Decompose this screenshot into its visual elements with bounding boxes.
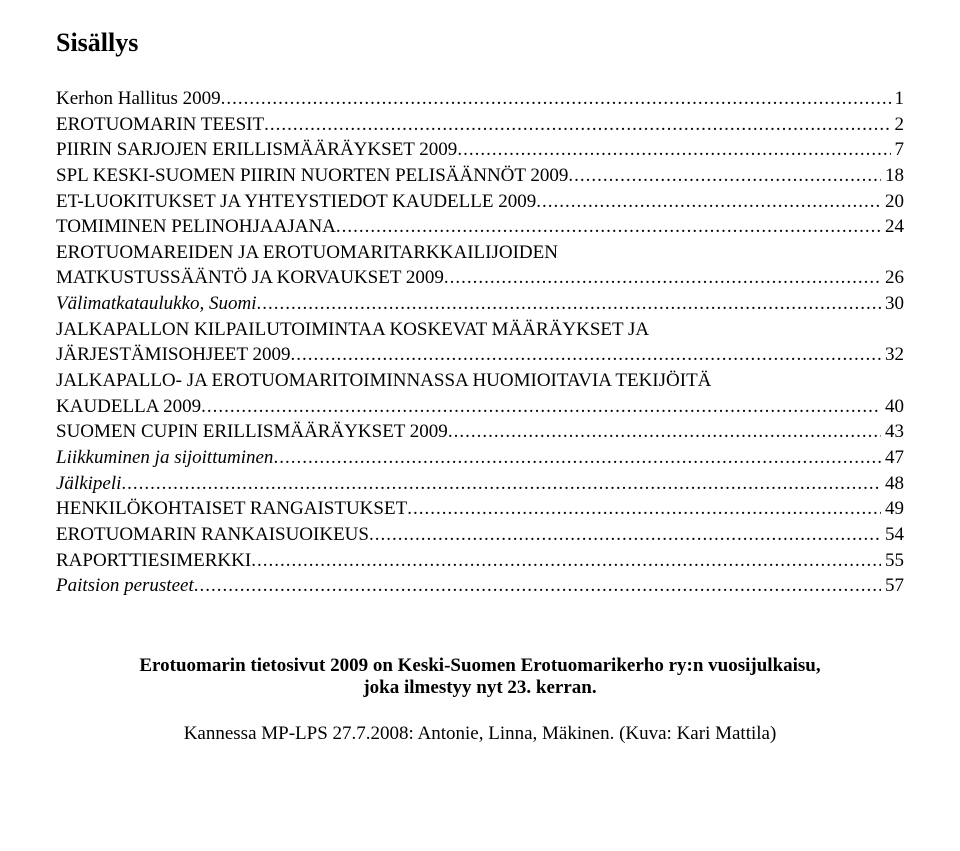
toc-leader-dots bbox=[369, 522, 881, 548]
toc-label: EROTUOMARIN TEESIT bbox=[56, 112, 264, 138]
toc-label: SPL KESKI-SUOMEN PIIRIN NUORTEN PELISÄÄN… bbox=[56, 163, 568, 189]
toc-page-number: 49 bbox=[881, 496, 904, 522]
toc-entry: HENKILÖKOHTAISET RANGAISTUKSET 49 bbox=[56, 496, 904, 522]
toc-leader-dots bbox=[568, 163, 881, 189]
toc-page-number: 43 bbox=[881, 419, 904, 445]
toc-entry: Paitsion perusteet 57 bbox=[56, 573, 904, 599]
toc-entry: Kerhon Hallitus 2009 1 bbox=[56, 86, 904, 112]
toc-leader-dots bbox=[444, 265, 881, 291]
toc-entry: PIIRIN SARJOJEN ERILLISMÄÄRÄYKSET 2009 7 bbox=[56, 137, 904, 163]
toc-entry: Jälkipeli 48 bbox=[56, 471, 904, 497]
toc-page-number: 1 bbox=[891, 86, 905, 112]
toc-label: SUOMEN CUPIN ERILLISMÄÄRÄYKSET 2009 bbox=[56, 419, 448, 445]
toc-leader-dots bbox=[221, 86, 891, 112]
spacer bbox=[56, 599, 904, 655]
page-title: Sisällys bbox=[56, 28, 904, 58]
toc-leader-dots bbox=[194, 573, 881, 599]
toc-page-number: 40 bbox=[881, 394, 904, 420]
toc-page-number: 24 bbox=[881, 214, 904, 240]
toc-entry: ET-LUOKITUKSET JA YHTEYSTIEDOT KAUDELLE … bbox=[56, 189, 904, 215]
toc-leader-dots bbox=[273, 445, 881, 471]
toc-entry: SPL KESKI-SUOMEN PIIRIN NUORTEN PELISÄÄN… bbox=[56, 163, 904, 189]
toc-leader-dots bbox=[536, 189, 881, 215]
toc-label: MATKUSTUSSÄÄNTÖ JA KORVAUKSET 2009 bbox=[56, 265, 444, 291]
footer-caption: Kannessa MP-LPS 27.7.2008: Antonie, Linn… bbox=[56, 723, 904, 745]
toc-page-number: 47 bbox=[881, 445, 904, 471]
toc-entry: Liikkuminen ja sijoittuminen 47 bbox=[56, 445, 904, 471]
toc-label: JÄRJESTÄMISOHJEET 2009 bbox=[56, 342, 291, 368]
footer-bold-line: Erotuomarin tietosivut 2009 on Keski-Suo… bbox=[56, 655, 904, 677]
toc-entry: EROTUOMARIN RANKAISUOIKEUS 54 bbox=[56, 522, 904, 548]
toc-label: Paitsion perusteet bbox=[56, 573, 194, 599]
toc-leader-dots bbox=[201, 394, 881, 420]
toc-entry: TOMIMINEN PELINOHJAAJANA 24 bbox=[56, 214, 904, 240]
toc-leader-dots bbox=[448, 419, 881, 445]
toc-label: PIIRIN SARJOJEN ERILLISMÄÄRÄYKSET 2009 bbox=[56, 137, 457, 163]
toc-label: HENKILÖKOHTAISET RANGAISTUKSET bbox=[56, 496, 407, 522]
toc-page-number: 57 bbox=[881, 573, 904, 599]
toc-page-number: 20 bbox=[881, 189, 904, 215]
toc-page-number: 32 bbox=[881, 342, 904, 368]
toc-label: RAPORTTIESIMERKKI bbox=[56, 548, 251, 574]
toc-page-number: 48 bbox=[881, 471, 904, 497]
toc-leader-dots bbox=[291, 342, 881, 368]
toc-label: Kerhon Hallitus 2009 bbox=[56, 86, 221, 112]
toc-entry: SUOMEN CUPIN ERILLISMÄÄRÄYKSET 2009 43 bbox=[56, 419, 904, 445]
toc-entry: EROTUOMARIN TEESIT 2 bbox=[56, 112, 904, 138]
toc-page-number: 18 bbox=[881, 163, 904, 189]
toc-label: TOMIMINEN PELINOHJAAJANA bbox=[56, 214, 336, 240]
toc-label: KAUDELLA 2009 bbox=[56, 394, 201, 420]
toc-page-number: 30 bbox=[881, 291, 904, 317]
toc-entry: KAUDELLA 2009 40 bbox=[56, 394, 904, 420]
toc-entry: JÄRJESTÄMISOHJEET 2009 32 bbox=[56, 342, 904, 368]
toc-leader-dots bbox=[457, 137, 890, 163]
toc-entry: RAPORTTIESIMERKKI 55 bbox=[56, 548, 904, 574]
toc-label: Liikkuminen ja sijoittuminen bbox=[56, 445, 273, 471]
toc-entry: JALKAPALLON KILPAILUTOIMINTAA KOSKEVAT M… bbox=[56, 317, 904, 343]
toc-label: JALKAPALLO- JA EROTUOMARITOIMINNASSA HUO… bbox=[56, 368, 711, 394]
toc-label: EROTUOMARIN RANKAISUOIKEUS bbox=[56, 522, 369, 548]
toc-page-number: 26 bbox=[881, 265, 904, 291]
toc-leader-dots bbox=[336, 214, 881, 240]
toc-label: EROTUOMAREIDEN JA EROTUOMARITARKKAILIJOI… bbox=[56, 240, 558, 266]
toc-leader-dots bbox=[251, 548, 881, 574]
toc-entry: Välimatkataulukko, Suomi 30 bbox=[56, 291, 904, 317]
toc-page-number: 2 bbox=[891, 112, 905, 138]
toc-leader-dots bbox=[121, 471, 881, 497]
toc-label: ET-LUOKITUKSET JA YHTEYSTIEDOT KAUDELLE … bbox=[56, 189, 536, 215]
table-of-contents: Kerhon Hallitus 2009 1EROTUOMARIN TEESIT… bbox=[56, 86, 904, 599]
footer-block: Erotuomarin tietosivut 2009 on Keski-Suo… bbox=[56, 655, 904, 745]
toc-label: Jälkipeli bbox=[56, 471, 121, 497]
toc-leader-dots bbox=[257, 291, 881, 317]
toc-label: JALKAPALLON KILPAILUTOIMINTAA KOSKEVAT M… bbox=[56, 317, 649, 343]
toc-page-number: 55 bbox=[881, 548, 904, 574]
toc-page-number: 54 bbox=[881, 522, 904, 548]
toc-page-number: 7 bbox=[891, 137, 905, 163]
toc-label: Välimatkataulukko, Suomi bbox=[56, 291, 257, 317]
toc-leader-dots bbox=[264, 112, 890, 138]
toc-entry: JALKAPALLO- JA EROTUOMARITOIMINNASSA HUO… bbox=[56, 368, 904, 394]
footer-bold-line: joka ilmestyy nyt 23. kerran. bbox=[56, 677, 904, 699]
toc-entry: EROTUOMAREIDEN JA EROTUOMARITARKKAILIJOI… bbox=[56, 240, 904, 266]
toc-leader-dots bbox=[407, 496, 881, 522]
toc-entry: MATKUSTUSSÄÄNTÖ JA KORVAUKSET 2009 26 bbox=[56, 265, 904, 291]
